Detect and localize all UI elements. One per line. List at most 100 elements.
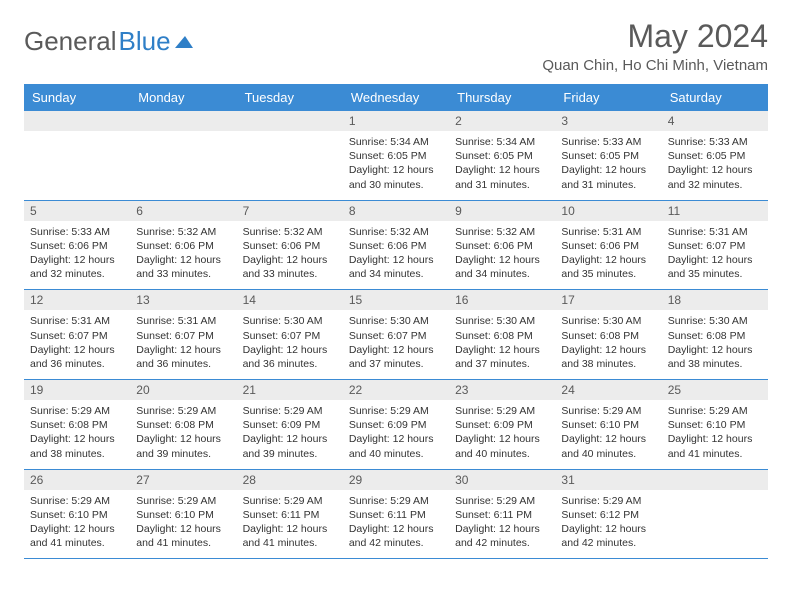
day-info: Sunrise: 5:31 AMSunset: 6:07 PMDaylight:…: [662, 221, 768, 290]
dow-header: Monday: [130, 84, 236, 111]
logo-triangle-icon: [175, 34, 197, 55]
day-info: Sunrise: 5:29 AMSunset: 6:12 PMDaylight:…: [555, 490, 661, 559]
calendar-cell: 27Sunrise: 5:29 AMSunset: 6:10 PMDayligh…: [130, 469, 236, 559]
day-info: Sunrise: 5:30 AMSunset: 6:07 PMDaylight:…: [343, 310, 449, 379]
calendar-cell: 1Sunrise: 5:34 AMSunset: 6:05 PMDaylight…: [343, 111, 449, 200]
day-number: 29: [343, 470, 449, 490]
day-number: 26: [24, 470, 130, 490]
calendar-cell: 20Sunrise: 5:29 AMSunset: 6:08 PMDayligh…: [130, 380, 236, 470]
calendar-cell: [662, 469, 768, 559]
day-info: Sunrise: 5:29 AMSunset: 6:10 PMDaylight:…: [130, 490, 236, 559]
calendar-cell: 5Sunrise: 5:33 AMSunset: 6:06 PMDaylight…: [24, 200, 130, 290]
day-number: 7: [237, 201, 343, 221]
logo-word-2: Blue: [119, 26, 171, 57]
day-info: Sunrise: 5:29 AMSunset: 6:11 PMDaylight:…: [449, 490, 555, 559]
day-number: 11: [662, 201, 768, 221]
day-number: 24: [555, 380, 661, 400]
month-title: May 2024: [542, 18, 768, 55]
calendar-cell: 22Sunrise: 5:29 AMSunset: 6:09 PMDayligh…: [343, 380, 449, 470]
day-info: Sunrise: 5:32 AMSunset: 6:06 PMDaylight:…: [449, 221, 555, 290]
calendar-cell: [237, 111, 343, 200]
calendar-cell: 15Sunrise: 5:30 AMSunset: 6:07 PMDayligh…: [343, 290, 449, 380]
day-number: 9: [449, 201, 555, 221]
calendar-cell: 11Sunrise: 5:31 AMSunset: 6:07 PMDayligh…: [662, 200, 768, 290]
day-number: 5: [24, 201, 130, 221]
calendar-cell: 25Sunrise: 5:29 AMSunset: 6:10 PMDayligh…: [662, 380, 768, 470]
day-number: 25: [662, 380, 768, 400]
day-number: 12: [24, 290, 130, 310]
day-info: Sunrise: 5:33 AMSunset: 6:05 PMDaylight:…: [555, 131, 661, 200]
day-number: 3: [555, 111, 661, 131]
calendar-cell: 2Sunrise: 5:34 AMSunset: 6:05 PMDaylight…: [449, 111, 555, 200]
day-number: 15: [343, 290, 449, 310]
day-info: Sunrise: 5:30 AMSunset: 6:08 PMDaylight:…: [555, 310, 661, 379]
day-number: 22: [343, 380, 449, 400]
day-info: Sunrise: 5:29 AMSunset: 6:11 PMDaylight:…: [237, 490, 343, 559]
day-number: 10: [555, 201, 661, 221]
day-info: Sunrise: 5:29 AMSunset: 6:09 PMDaylight:…: [343, 400, 449, 469]
calendar-cell: 16Sunrise: 5:30 AMSunset: 6:08 PMDayligh…: [449, 290, 555, 380]
day-number: 14: [237, 290, 343, 310]
calendar-cell: 18Sunrise: 5:30 AMSunset: 6:08 PMDayligh…: [662, 290, 768, 380]
dow-header: Tuesday: [237, 84, 343, 111]
day-number: 30: [449, 470, 555, 490]
day-info: Sunrise: 5:30 AMSunset: 6:08 PMDaylight:…: [449, 310, 555, 379]
day-info: Sunrise: 5:32 AMSunset: 6:06 PMDaylight:…: [130, 221, 236, 290]
day-info: Sunrise: 5:34 AMSunset: 6:05 PMDaylight:…: [343, 131, 449, 200]
calendar-cell: 4Sunrise: 5:33 AMSunset: 6:05 PMDaylight…: [662, 111, 768, 200]
day-info: Sunrise: 5:31 AMSunset: 6:06 PMDaylight:…: [555, 221, 661, 290]
calendar-cell: 14Sunrise: 5:30 AMSunset: 6:07 PMDayligh…: [237, 290, 343, 380]
day-number: 16: [449, 290, 555, 310]
day-info: Sunrise: 5:32 AMSunset: 6:06 PMDaylight:…: [237, 221, 343, 290]
calendar-cell: 7Sunrise: 5:32 AMSunset: 6:06 PMDaylight…: [237, 200, 343, 290]
calendar-cell: 21Sunrise: 5:29 AMSunset: 6:09 PMDayligh…: [237, 380, 343, 470]
day-number: 28: [237, 470, 343, 490]
calendar-cell: [130, 111, 236, 200]
calendar-cell: 13Sunrise: 5:31 AMSunset: 6:07 PMDayligh…: [130, 290, 236, 380]
dow-header: Friday: [555, 84, 661, 111]
day-info: Sunrise: 5:29 AMSunset: 6:11 PMDaylight:…: [343, 490, 449, 559]
day-info: Sunrise: 5:31 AMSunset: 6:07 PMDaylight:…: [130, 310, 236, 379]
calendar-cell: 24Sunrise: 5:29 AMSunset: 6:10 PMDayligh…: [555, 380, 661, 470]
day-info: Sunrise: 5:29 AMSunset: 6:10 PMDaylight:…: [555, 400, 661, 469]
logo-word-1: General: [24, 26, 117, 57]
day-info: Sunrise: 5:34 AMSunset: 6:05 PMDaylight:…: [449, 131, 555, 200]
day-info: Sunrise: 5:29 AMSunset: 6:10 PMDaylight:…: [24, 490, 130, 559]
logo: GeneralBlue: [24, 18, 197, 57]
location-text: Quan Chin, Ho Chi Minh, Vietnam: [542, 57, 768, 74]
day-info: Sunrise: 5:33 AMSunset: 6:06 PMDaylight:…: [24, 221, 130, 290]
calendar-table: SundayMondayTuesdayWednesdayThursdayFrid…: [24, 84, 768, 559]
calendar-cell: 17Sunrise: 5:30 AMSunset: 6:08 PMDayligh…: [555, 290, 661, 380]
calendar-cell: 19Sunrise: 5:29 AMSunset: 6:08 PMDayligh…: [24, 380, 130, 470]
day-info: Sunrise: 5:32 AMSunset: 6:06 PMDaylight:…: [343, 221, 449, 290]
day-number: 17: [555, 290, 661, 310]
day-number: 2: [449, 111, 555, 131]
dow-header: Wednesday: [343, 84, 449, 111]
day-info: Sunrise: 5:29 AMSunset: 6:08 PMDaylight:…: [24, 400, 130, 469]
day-number: 31: [555, 470, 661, 490]
dow-header: Thursday: [449, 84, 555, 111]
day-info: Sunrise: 5:29 AMSunset: 6:09 PMDaylight:…: [237, 400, 343, 469]
day-number: 13: [130, 290, 236, 310]
day-number: 20: [130, 380, 236, 400]
calendar-cell: 6Sunrise: 5:32 AMSunset: 6:06 PMDaylight…: [130, 200, 236, 290]
day-info: Sunrise: 5:33 AMSunset: 6:05 PMDaylight:…: [662, 131, 768, 200]
day-number: 1: [343, 111, 449, 131]
calendar-cell: 30Sunrise: 5:29 AMSunset: 6:11 PMDayligh…: [449, 469, 555, 559]
day-number: 23: [449, 380, 555, 400]
day-info: Sunrise: 5:29 AMSunset: 6:09 PMDaylight:…: [449, 400, 555, 469]
dow-header: Saturday: [662, 84, 768, 111]
calendar-cell: 9Sunrise: 5:32 AMSunset: 6:06 PMDaylight…: [449, 200, 555, 290]
day-info: Sunrise: 5:30 AMSunset: 6:08 PMDaylight:…: [662, 310, 768, 379]
day-info: Sunrise: 5:31 AMSunset: 6:07 PMDaylight:…: [24, 310, 130, 379]
calendar-cell: 12Sunrise: 5:31 AMSunset: 6:07 PMDayligh…: [24, 290, 130, 380]
calendar-cell: 3Sunrise: 5:33 AMSunset: 6:05 PMDaylight…: [555, 111, 661, 200]
calendar-cell: 23Sunrise: 5:29 AMSunset: 6:09 PMDayligh…: [449, 380, 555, 470]
calendar-cell: 26Sunrise: 5:29 AMSunset: 6:10 PMDayligh…: [24, 469, 130, 559]
day-number: 6: [130, 201, 236, 221]
day-info: Sunrise: 5:29 AMSunset: 6:08 PMDaylight:…: [130, 400, 236, 469]
calendar-cell: 8Sunrise: 5:32 AMSunset: 6:06 PMDaylight…: [343, 200, 449, 290]
calendar-cell: 10Sunrise: 5:31 AMSunset: 6:06 PMDayligh…: [555, 200, 661, 290]
day-number: 21: [237, 380, 343, 400]
day-number: 19: [24, 380, 130, 400]
